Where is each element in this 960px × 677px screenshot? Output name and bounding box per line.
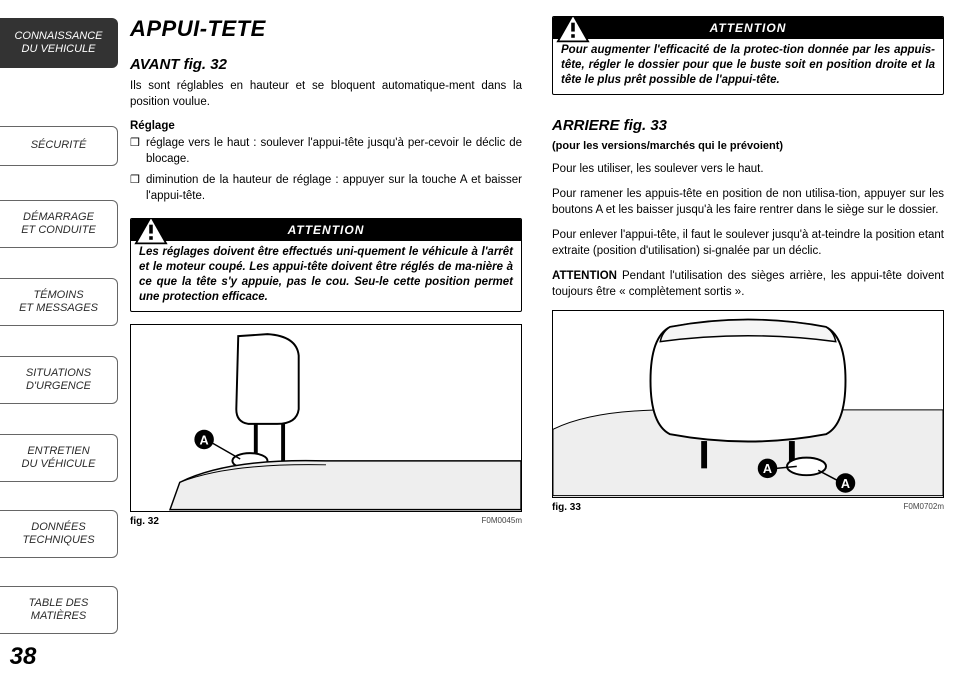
tab-securite[interactable]: SÉCURITÉ [0, 126, 118, 166]
figure-frame: A [130, 324, 522, 512]
figure-32: A fig. 32 F0M0045m [130, 324, 522, 527]
tab-table-matieres[interactable]: TABLE DES MATIÈRES [0, 586, 118, 634]
tab-temoins[interactable]: TÉMOINS ET MESSAGES [0, 278, 118, 326]
tab-entretien[interactable]: ENTRETIEN DU VÉHICULE [0, 434, 118, 482]
tab-donnees[interactable]: DONNÉES TECHNIQUES [0, 510, 118, 558]
paragraph: ATTENTION Pendant l'utilisation des sièg… [552, 269, 944, 300]
tab-label: ET CONDUITE [21, 224, 96, 237]
subtitle: (pour les versions/marchés qui le prévoi… [552, 140, 944, 152]
tab-label: SITUATIONS [26, 367, 91, 380]
figure-label: fig. 32 [130, 516, 159, 527]
warning-header: ATTENTION [131, 219, 521, 241]
headrest-front-illustration: A [131, 325, 521, 511]
svg-text:A: A [200, 433, 209, 447]
paragraph: Pour les utiliser, les soulever vers le … [552, 162, 944, 178]
figure-caption: fig. 32 F0M0045m [130, 516, 522, 527]
svg-text:A: A [763, 463, 772, 477]
warning-header: ATTENTION [553, 17, 943, 39]
figure-code: F0M0702m [904, 502, 944, 513]
nav-tabs-column: CONNAISSANCE DU VEHICULE SÉCURITÉ DÉMARR… [0, 0, 118, 677]
tab-label: DONNÉES [31, 521, 85, 534]
figure-label: fig. 33 [552, 502, 581, 513]
figure-caption: fig. 33 F0M0702m [552, 502, 944, 513]
warning-body: Pour augmenter l'efficacité de la protec… [553, 39, 943, 94]
subsection-title: ARRIERE fig. 33 [552, 117, 944, 134]
paragraph: Pour enlever l'appui-tête, il faut le so… [552, 228, 944, 259]
tab-label: SÉCURITÉ [31, 139, 87, 152]
tab-demarrage[interactable]: DÉMARRAGE ET CONDUITE [0, 200, 118, 248]
warning-box: ATTENTION Les réglages doivent être effe… [130, 218, 522, 312]
list-item: réglage vers le haut : soulever l'appui-… [130, 136, 522, 167]
tab-label: DU VEHICULE [22, 43, 96, 56]
tab-label: TÉMOINS [33, 289, 83, 302]
warning-body: Les réglages doivent être effectués uni-… [131, 241, 521, 311]
paragraph-bold: Réglage [130, 120, 522, 132]
left-column: APPUI-TETE AVANT fig. 32 Ils sont réglab… [130, 16, 522, 666]
manual-page: CONNAISSANCE DU VEHICULE SÉCURITÉ DÉMARR… [0, 0, 960, 677]
paragraph: Pour ramener les appuis-tête en position… [552, 187, 944, 218]
svg-text:A: A [841, 477, 850, 491]
tab-label: TABLE DES [29, 597, 89, 610]
list-item: diminution de la hauteur de réglage : ap… [130, 173, 522, 204]
section-title: APPUI-TETE [130, 16, 522, 42]
attention-label: ATTENTION [552, 270, 617, 282]
tab-label: MATIÈRES [31, 610, 86, 623]
tab-label: DÉMARRAGE [23, 211, 94, 224]
tab-situations[interactable]: SITUATIONS D'URGENCE [0, 356, 118, 404]
tab-label: CONNAISSANCE [14, 30, 102, 43]
warning-box: ATTENTION Pour augmenter l'efficacité de… [552, 16, 944, 95]
warning-title: ATTENTION [171, 223, 521, 237]
page-number: 38 [0, 643, 46, 671]
right-column: ATTENTION Pour augmenter l'efficacité de… [552, 16, 944, 666]
figure-33: A A fig. 33 F0M0702m [552, 310, 944, 513]
headrest-rear-illustration: A A [553, 311, 943, 497]
tab-label: D'URGENCE [26, 380, 91, 393]
tab-label: ENTRETIEN [27, 445, 89, 458]
figure-frame: A A [552, 310, 944, 498]
adjustment-list: réglage vers le haut : soulever l'appui-… [130, 136, 522, 204]
warning-title: ATTENTION [593, 21, 943, 35]
tab-label: ET MESSAGES [19, 302, 98, 315]
paragraph: Ils sont réglables en hauteur et se bloq… [130, 79, 522, 110]
tab-label: DU VÉHICULE [22, 458, 96, 471]
tab-label: TECHNIQUES [22, 534, 94, 547]
figure-code: F0M0045m [482, 516, 522, 527]
tab-connaissance[interactable]: CONNAISSANCE DU VEHICULE [0, 18, 118, 68]
subsection-title: AVANT fig. 32 [130, 56, 522, 73]
warning-triangle-icon [553, 16, 593, 45]
content-columns: APPUI-TETE AVANT fig. 32 Ils sont réglab… [130, 16, 944, 666]
warning-triangle-icon [131, 218, 171, 247]
